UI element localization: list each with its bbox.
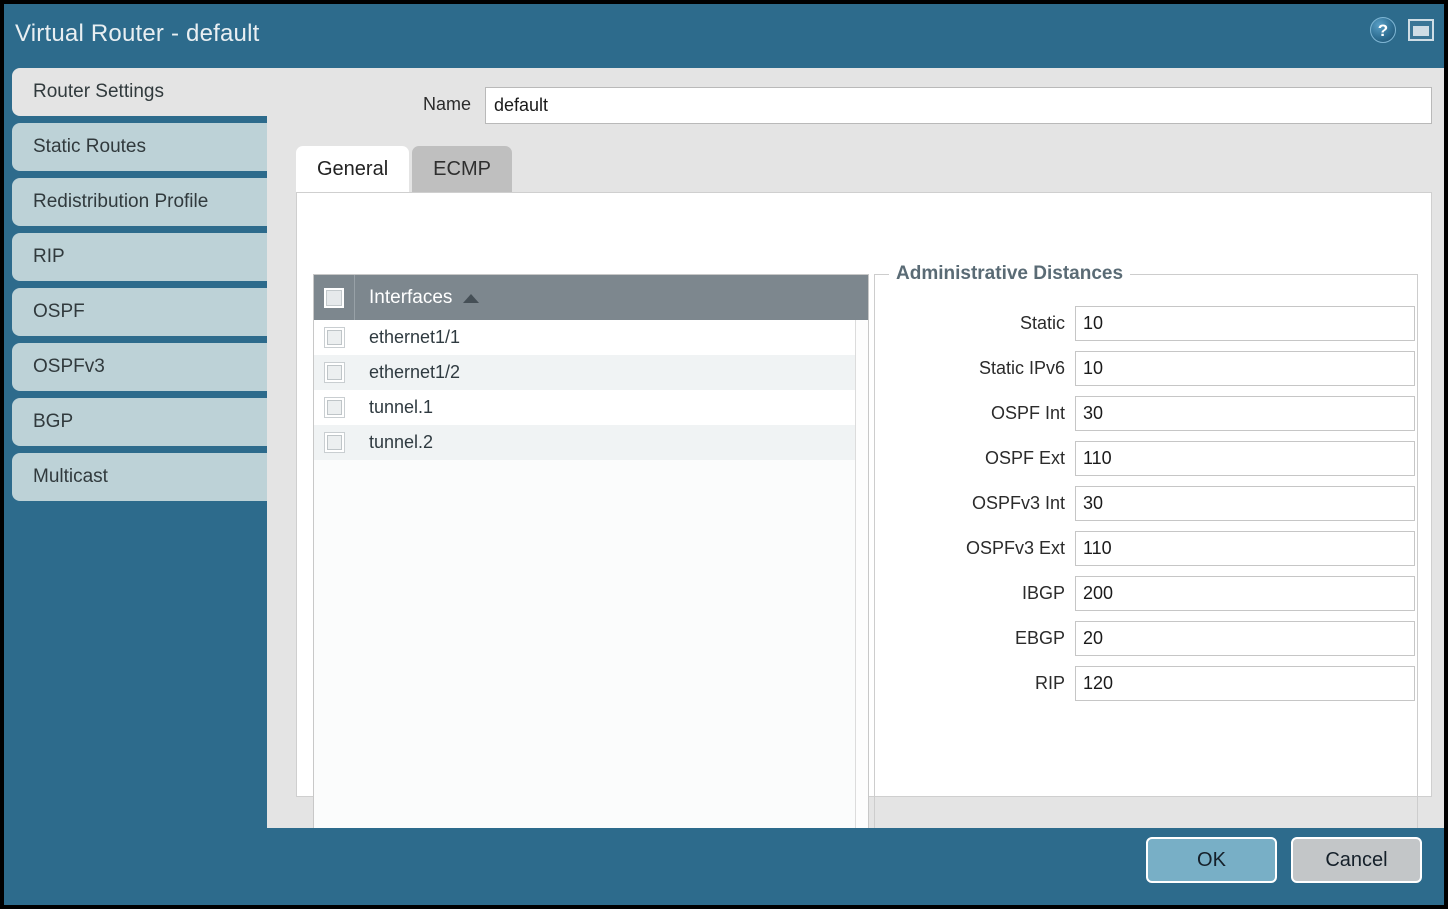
interfaces-column-header[interactable]: Interfaces <box>369 286 453 308</box>
interface-name: ethernet1/1 <box>369 327 461 347</box>
general-tab-panel: Interfaces ethernet1/1 ethernet1/2 tunnel.… <box>296 192 1432 875</box>
titlebar-icon-group: ? <box>1370 17 1434 43</box>
sidebar-item-label: Redistribution Profile <box>33 191 209 212</box>
distance-label-static: Static <box>1019 313 1065 333</box>
administrative-distances-fieldset: Administrative Distances Static Static IP… <box>874 263 1418 875</box>
distance-input-ospfv3-ext[interactable] <box>1075 531 1415 566</box>
administrative-distances-legend: Administrative Distances <box>889 263 1131 285</box>
distance-row-ospfv3-int: OSPFv3 Int <box>875 481 1417 526</box>
sidebar-item-ospf[interactable]: OSPF <box>12 288 267 336</box>
interfaces-table: Interfaces ethernet1/1 ethernet1/2 tunnel.… <box>313 274 869 831</box>
row-checkbox-cell <box>314 433 355 452</box>
distance-row-static: Static <box>875 301 1417 346</box>
distance-input-ebgp[interactable] <box>1075 621 1415 656</box>
row-checkbox[interactable] <box>325 433 344 452</box>
distance-input-static[interactable] <box>1075 306 1415 341</box>
sidebar-item-label: BGP <box>33 411 74 432</box>
cancel-button[interactable]: Cancel <box>1291 837 1422 883</box>
interfaces-row-list: ethernet1/1 ethernet1/2 tunnel.1 tunnel.2 <box>314 320 856 830</box>
distance-label-ospf-ext: OSPF Ext <box>984 448 1065 468</box>
distance-label-ibgp: IBGP <box>1021 583 1065 603</box>
sidebar-item-static-routes[interactable]: Static Routes <box>12 123 267 171</box>
sort-ascending-icon[interactable] <box>463 294 480 303</box>
sidebar-item-router-settings[interactable]: Router Settings <box>12 68 280 116</box>
distance-row-static-ipv6: Static IPv6 <box>875 346 1417 391</box>
sidebar-item-redistribution-profile[interactable]: Redistribution Profile <box>12 178 267 226</box>
row-checkbox[interactable] <box>325 328 344 347</box>
table-row[interactable]: ethernet1/2 <box>314 355 856 390</box>
sidebar-item-rip[interactable]: RIP <box>12 233 267 281</box>
sidebar-item-label: Multicast <box>33 466 108 487</box>
sidebar-item-bgp[interactable]: BGP <box>12 398 267 446</box>
interfaces-table-header: Interfaces <box>314 275 868 320</box>
dialog-footer: OK Cancel <box>4 828 1444 905</box>
distance-label-ospfv3-ext: OSPFv3 Ext <box>965 538 1065 558</box>
cancel-button-label: Cancel <box>1325 848 1388 871</box>
distance-input-ibgp[interactable] <box>1075 576 1415 611</box>
row-checkbox-cell <box>314 363 355 382</box>
distance-label-ospf-int: OSPF Int <box>990 403 1065 423</box>
tab-general[interactable]: General <box>296 146 410 192</box>
distance-input-ospf-ext[interactable] <box>1075 441 1415 476</box>
sidebar-item-label: OSPFv3 <box>33 356 105 377</box>
window-restore-icon[interactable] <box>1408 19 1434 41</box>
distance-input-static-ipv6[interactable] <box>1075 351 1415 386</box>
name-row: Name <box>279 87 1432 124</box>
sidebar-item-label: Static Routes <box>33 136 146 157</box>
distance-row-ibgp: IBGP <box>875 571 1417 616</box>
sidebar-item-label: OSPF <box>33 301 85 322</box>
interface-name: ethernet1/2 <box>369 362 461 382</box>
distance-row-ospfv3-ext: OSPFv3 Ext <box>875 526 1417 571</box>
tab-strip: General ECMP <box>296 146 512 192</box>
row-checkbox-cell <box>314 398 355 417</box>
name-input[interactable] <box>485 87 1432 124</box>
help-icon[interactable]: ? <box>1370 17 1396 43</box>
sidebar: Router Settings Static Routes Redistributi… <box>4 68 280 828</box>
sidebar-item-multicast[interactable]: Multicast <box>12 453 267 501</box>
distance-row-rip: RIP <box>875 661 1417 706</box>
distance-label-static-ipv6: Static IPv6 <box>978 358 1065 378</box>
row-checkbox-cell <box>314 328 355 347</box>
dialog-title: Virtual Router - default <box>15 20 260 47</box>
distance-input-ospf-int[interactable] <box>1075 396 1415 431</box>
select-all-cell <box>314 275 355 320</box>
table-row[interactable]: ethernet1/1 <box>314 320 856 355</box>
interfaces-scrollbar[interactable] <box>855 320 868 830</box>
sidebar-item-label: Router Settings <box>33 81 164 102</box>
administrative-distances-fields: Static Static IPv6 OSPF Int OSPF Ext OSPFv3 … <box>875 301 1417 706</box>
interface-name: tunnel.1 <box>369 397 434 417</box>
table-row[interactable]: tunnel.1 <box>314 390 856 425</box>
tab-ecmp[interactable]: ECMP <box>412 146 512 192</box>
sidebar-item-label: RIP <box>33 246 65 267</box>
row-checkbox[interactable] <box>325 398 344 417</box>
virtual-router-dialog: Virtual Router - default ? Router Settin… <box>4 4 1444 905</box>
interface-name: tunnel.2 <box>369 432 434 452</box>
distance-input-ospfv3-int[interactable] <box>1075 486 1415 521</box>
distance-label-ebgp: EBGP <box>1014 628 1065 648</box>
ok-button-label: OK <box>1197 848 1226 871</box>
distance-label-rip: RIP <box>1034 673 1065 693</box>
distance-row-ospf-ext: OSPF Ext <box>875 436 1417 481</box>
distance-input-rip[interactable] <box>1075 666 1415 701</box>
select-all-checkbox[interactable] <box>324 287 344 308</box>
name-label: Name <box>423 94 472 114</box>
ok-button[interactable]: OK <box>1146 837 1277 883</box>
sidebar-item-ospfv3[interactable]: OSPFv3 <box>12 343 267 391</box>
table-row[interactable]: tunnel.2 <box>314 425 856 460</box>
distance-row-ebgp: EBGP <box>875 616 1417 661</box>
distance-label-ospfv3-int: OSPFv3 Int <box>971 493 1065 513</box>
dialog-titlebar: Virtual Router - default ? <box>4 4 1444 68</box>
row-checkbox[interactable] <box>325 363 344 382</box>
distance-row-ospf-int: OSPF Int <box>875 391 1417 436</box>
